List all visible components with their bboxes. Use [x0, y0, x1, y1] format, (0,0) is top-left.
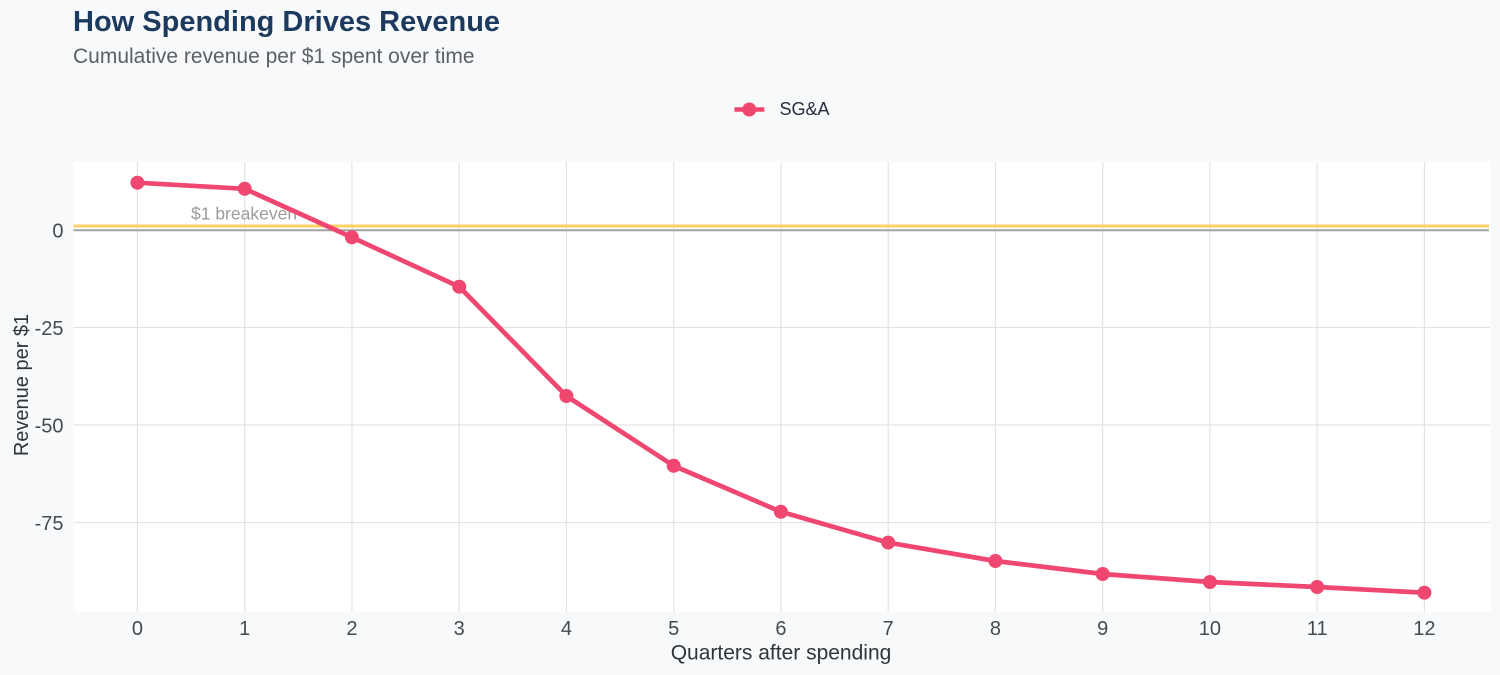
svg-text:0: 0	[52, 221, 63, 243]
svg-text:-75: -75	[35, 513, 64, 535]
svg-text:1: 1	[239, 618, 250, 640]
svg-text:-25: -25	[35, 318, 64, 340]
svg-text:Cumulative revenue per $1 spen: Cumulative revenue per $1 spent over tim…	[73, 45, 475, 68]
svg-text:11: 11	[1307, 618, 1328, 640]
svg-text:0: 0	[132, 618, 143, 640]
svg-text:7: 7	[883, 618, 894, 640]
svg-text:-50: -50	[35, 416, 64, 438]
svg-text:12: 12	[1413, 618, 1435, 640]
svg-text:Revenue per $1: Revenue per $1	[11, 314, 33, 456]
svg-text:4: 4	[561, 618, 572, 640]
svg-text:5: 5	[668, 618, 679, 640]
svg-text:8: 8	[990, 618, 1001, 640]
svg-text:9: 9	[1097, 618, 1108, 640]
svg-text:Quarters after spending: Quarters after spending	[671, 642, 892, 665]
svg-text:How Spending Drives Revenue: How Spending Drives Revenue	[73, 6, 500, 38]
svg-text:10: 10	[1199, 618, 1221, 640]
svg-text:$1 breakeven: $1 breakeven	[191, 204, 297, 224]
svg-text:SG&A: SG&A	[780, 99, 830, 119]
svg-text:6: 6	[775, 618, 786, 640]
svg-text:3: 3	[454, 618, 465, 640]
svg-text:2: 2	[346, 618, 357, 640]
